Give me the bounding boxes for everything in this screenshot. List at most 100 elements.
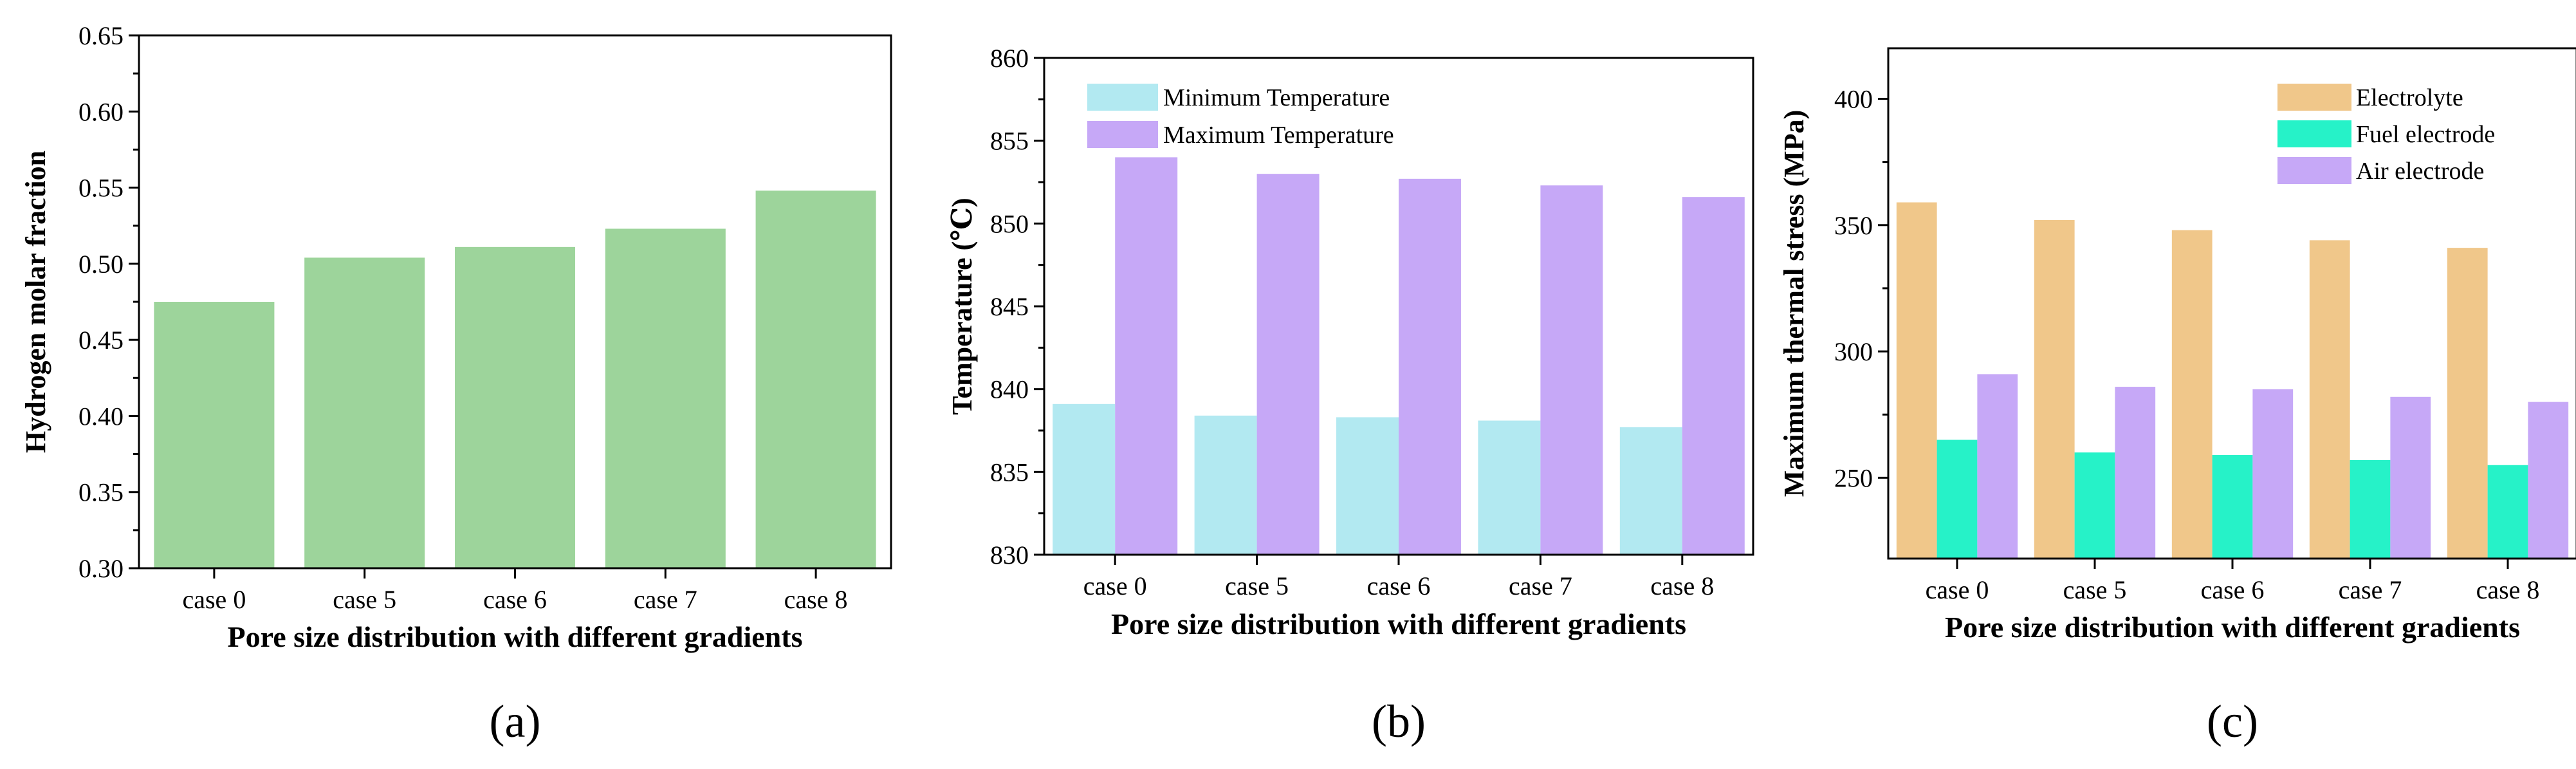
bar-maximum-temperature-case-0 bbox=[1115, 157, 1178, 555]
bar-case-5 bbox=[304, 257, 425, 568]
bar-electrolyte-case-5 bbox=[2034, 219, 2075, 559]
panel-b: 830 835 840 845 850 855 860 case 0 case 5 case 6… bbox=[946, 44, 1754, 747]
y-tick-label: 855 bbox=[990, 127, 1029, 156]
panel-c-legend: Electrolyte Fuel electrode Air electrode bbox=[2277, 84, 2495, 185]
panel-a-frame bbox=[138, 34, 892, 570]
panel-a-bars bbox=[154, 190, 876, 569]
x-tick-label: case 5 bbox=[2063, 575, 2127, 604]
legend-label-min-temp: Minimum Temperature bbox=[1163, 84, 1390, 111]
x-tick-label: case 7 bbox=[634, 585, 697, 614]
bar-minimum-temperature-case-0 bbox=[1053, 403, 1116, 555]
bar-case-0 bbox=[154, 302, 275, 568]
x-tick-label: case 8 bbox=[1650, 571, 1714, 600]
legend-label-electrolyte: Electrolyte bbox=[2356, 84, 2463, 111]
bar-electrolyte-case-6 bbox=[2171, 230, 2213, 559]
bar-fuel-electrode-case-6 bbox=[2212, 455, 2253, 559]
legend-label-air-electrode: Air electrode bbox=[2356, 158, 2484, 185]
y-tick-label: 860 bbox=[990, 44, 1029, 73]
bar-air-electrode-case-0 bbox=[1977, 374, 2018, 559]
bar-case-8 bbox=[755, 190, 876, 568]
bar-maximum-temperature-case-6 bbox=[1399, 178, 1461, 555]
x-tick-label: case 7 bbox=[2339, 575, 2402, 604]
panel-c-label: (c) bbox=[2207, 696, 2258, 747]
bar-electrolyte-case-7 bbox=[2309, 240, 2350, 559]
x-tick-label: case 6 bbox=[1367, 571, 1431, 600]
panel-b-x-ticks: case 0 case 5 case 6 case 7 case 8 bbox=[1083, 555, 1714, 600]
bar-air-electrode-case-5 bbox=[2115, 387, 2156, 559]
legend-swatch-air-electrode bbox=[2277, 157, 2351, 184]
x-tick-label: case 7 bbox=[1509, 571, 1572, 600]
y-tick-label: 0.40 bbox=[78, 402, 124, 431]
bar-minimum-temperature-case-5 bbox=[1194, 415, 1257, 555]
x-tick-label: case 8 bbox=[2476, 575, 2540, 604]
panel-b-y-ticks: 830 835 840 845 850 855 860 bbox=[990, 44, 1044, 570]
bar-air-electrode-case-8 bbox=[2528, 402, 2569, 559]
bar-maximum-temperature-case-8 bbox=[1682, 197, 1745, 555]
bar-fuel-electrode-case-7 bbox=[2350, 459, 2391, 559]
x-tick-label: case 6 bbox=[483, 585, 547, 614]
panel-a-y-ticks: 0.30 0.35 0.40 0.45 0.50 0.55 0.60 0.65 bbox=[78, 21, 139, 583]
x-tick-label: case 8 bbox=[784, 585, 848, 614]
bar-air-electrode-case-7 bbox=[2390, 396, 2431, 559]
x-tick-label: case 5 bbox=[1225, 571, 1289, 600]
y-tick-label: 850 bbox=[990, 209, 1029, 238]
y-tick-label: 400 bbox=[1834, 85, 1873, 114]
x-tick-label: case 6 bbox=[2201, 575, 2265, 604]
panel-c-x-label: Pore size distribution with different gr… bbox=[1945, 611, 2520, 644]
panel-b-frame bbox=[1043, 57, 1754, 556]
y-tick-label: 0.50 bbox=[78, 250, 124, 279]
legend-swatch-min-temp bbox=[1087, 84, 1158, 111]
panel-c-frame bbox=[1887, 47, 2576, 560]
bar-air-electrode-case-6 bbox=[2252, 389, 2294, 559]
panel-b-bars bbox=[1053, 157, 1745, 555]
legend-swatch-fuel-electrode bbox=[2277, 120, 2351, 147]
panel-c-x-ticks: case 0 case 5 case 6 case 7 case 8 bbox=[1926, 559, 2540, 604]
y-tick-label: 0.65 bbox=[78, 21, 124, 50]
bar-maximum-temperature-case-7 bbox=[1540, 185, 1603, 555]
panel-a-label: (a) bbox=[490, 696, 541, 747]
y-tick-label: 0.60 bbox=[78, 97, 124, 126]
panel-b-legend: Minimum Temperature Maximum Temperature bbox=[1087, 84, 1394, 149]
panel-b-x-label: Pore size distribution with different gr… bbox=[1111, 607, 1686, 640]
panel-a-x-ticks: case 0 case 5 case 6 case 7 case 8 bbox=[182, 568, 848, 614]
legend-label-max-temp: Maximum Temperature bbox=[1163, 122, 1394, 149]
bar-minimum-temperature-case-8 bbox=[1619, 427, 1682, 555]
panel-a-y-label: Hydrogen molar fraction bbox=[20, 151, 51, 453]
x-tick-label: case 5 bbox=[333, 585, 396, 614]
bar-fuel-electrode-case-5 bbox=[2074, 452, 2115, 559]
panel-a-x-label: Pore size distribution with different gr… bbox=[228, 620, 803, 653]
x-tick-label: case 0 bbox=[1083, 571, 1147, 600]
panel-b-label: (b) bbox=[1372, 696, 1426, 747]
y-tick-label: 845 bbox=[990, 292, 1029, 321]
y-tick-label: 0.55 bbox=[78, 174, 124, 203]
bar-case-6 bbox=[454, 246, 576, 568]
legend-swatch-electrolyte bbox=[2277, 84, 2351, 111]
x-tick-label: case 0 bbox=[1926, 575, 1989, 604]
bar-maximum-temperature-case-5 bbox=[1256, 174, 1320, 555]
legend-label-fuel-electrode: Fuel electrode bbox=[2356, 121, 2495, 148]
x-tick-label: case 0 bbox=[182, 585, 246, 614]
panel-c-bars bbox=[1896, 202, 2569, 559]
y-tick-label: 350 bbox=[1834, 211, 1873, 240]
bar-electrolyte-case-0 bbox=[1896, 202, 1937, 559]
bar-fuel-electrode-case-0 bbox=[1937, 440, 1978, 559]
y-tick-label: 835 bbox=[990, 458, 1029, 486]
panel-c-y-ticks: 250 300 350 400 bbox=[1834, 85, 1888, 492]
y-tick-label: 830 bbox=[990, 541, 1029, 570]
bar-case-7 bbox=[605, 228, 726, 569]
y-tick-label: 0.45 bbox=[78, 326, 124, 355]
y-tick-label: 840 bbox=[990, 375, 1029, 404]
bar-electrolyte-case-8 bbox=[2447, 248, 2488, 559]
panel-c-y-label: Maximum thermal stress (MPa) bbox=[1778, 110, 1810, 497]
bar-fuel-electrode-case-8 bbox=[2487, 465, 2528, 559]
y-tick-label: 0.30 bbox=[78, 554, 124, 583]
y-tick-label: 300 bbox=[1834, 337, 1873, 366]
panel-b-y-label: Temperature (℃) bbox=[946, 198, 978, 414]
legend-swatch-max-temp bbox=[1087, 121, 1158, 148]
y-tick-label: 0.35 bbox=[78, 478, 124, 507]
bar-minimum-temperature-case-6 bbox=[1336, 417, 1399, 555]
bar-minimum-temperature-case-7 bbox=[1478, 420, 1541, 555]
